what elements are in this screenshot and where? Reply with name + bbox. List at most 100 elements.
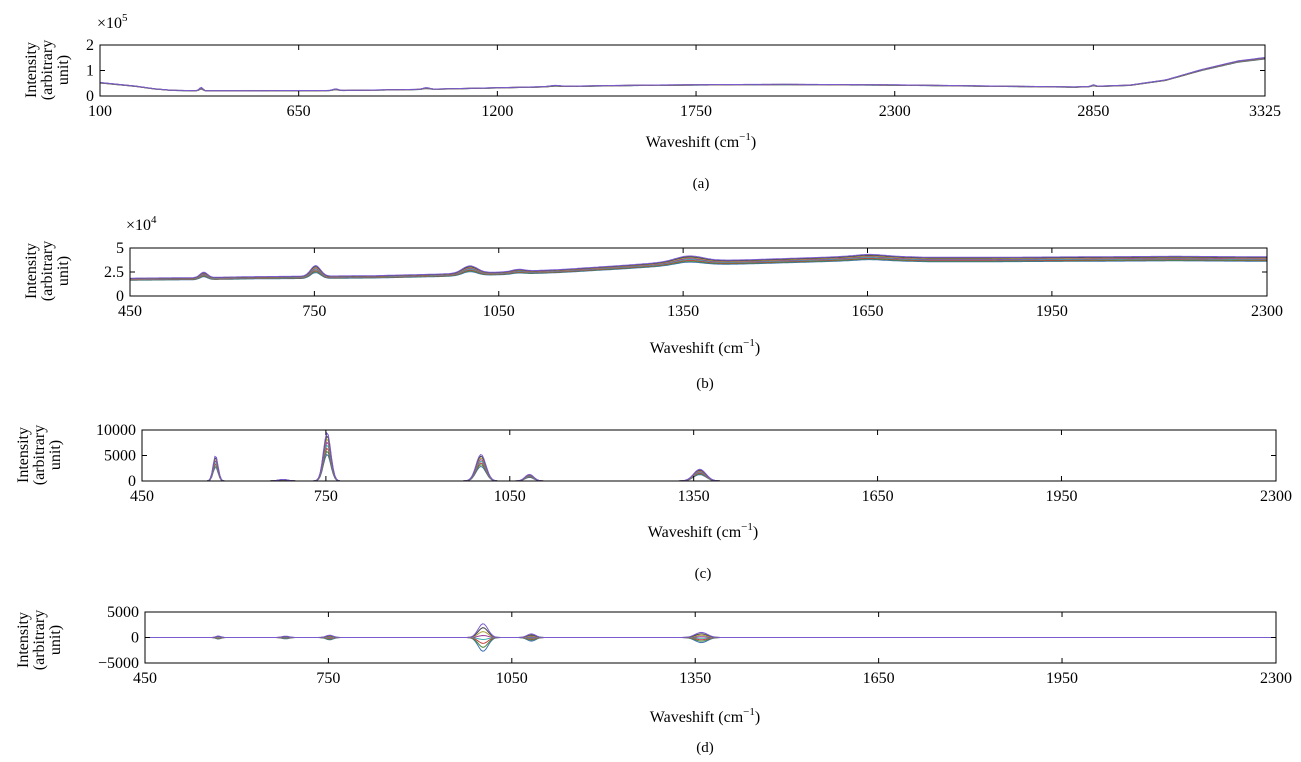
panel-a-xtick-label: 2850: [1077, 103, 1109, 120]
panel-c-series-3: [142, 447, 1276, 481]
panel-b-xtick-label: 1050: [483, 303, 515, 320]
panel-d-xtick-label: 1950: [1046, 670, 1078, 687]
panel-d-series-group: [145, 623, 1276, 652]
panel-b-ytick-label: 2.5: [104, 264, 124, 281]
panel-d-xtick-label: 1650: [863, 670, 895, 687]
panel-d-series-8: [145, 623, 1276, 638]
panel-a-caption: (a): [693, 176, 710, 192]
panel-a-xtick-label: 1750: [680, 103, 712, 120]
panel-a-ylabel: Intensity (arbitrary unit): [23, 40, 72, 100]
svg-text:(arbitrary: (arbitrary: [31, 425, 48, 485]
panel-c-series-8: [142, 431, 1276, 481]
panel-a-series-8: [100, 57, 1265, 92]
svg-text:(arbitrary: (arbitrary: [39, 40, 56, 100]
panel-b-series-6: [130, 255, 1267, 280]
panel-c-xtick-label: 1650: [862, 488, 894, 505]
panel-a-ytick-label: 2: [86, 37, 94, 54]
panel-b-xtick-label: 1650: [852, 303, 884, 320]
panel-b-xtick-label: 2300: [1251, 303, 1283, 320]
panel-b-series-7: [130, 254, 1267, 279]
panel-b: ×104 Intensity (arbitrary unit) 450 750 10…: [23, 214, 1283, 392]
panel-c-xtick-label: 1950: [1045, 488, 1077, 505]
panel-b-series-group: [130, 253, 1267, 281]
panel-d-xtick-label: 1050: [496, 670, 528, 687]
panel-b-series-4: [130, 256, 1267, 280]
panel-b-series-2: [130, 258, 1267, 281]
panel-d-plot: 450 750 1050 1350 1650 1950 2300 −5000 0 5000: [98, 604, 1292, 687]
panel-a-xlabel: Waveshift (cm−1): [646, 131, 756, 151]
svg-text:(arbitrary: (arbitrary: [39, 241, 56, 301]
panel-a: ×105 Intensity (arbitrary unit) 100 650 12…: [23, 12, 1281, 192]
panel-b-y-multiplier: ×104: [126, 214, 157, 234]
panel-c-ytick-label: 0: [128, 473, 136, 490]
panel-a-ytick-label: 1: [86, 63, 94, 80]
panel-c-series-4: [142, 444, 1276, 481]
panel-d-ylabel: Intensity (arbitrary unit): [15, 610, 64, 670]
panel-d-ytick-label: 0: [131, 630, 139, 647]
panel-c-frame: [141, 429, 1277, 482]
panel-d-xlabel: Waveshift (cm−1): [650, 706, 760, 726]
panel-b-xtick-label: 750: [302, 303, 326, 320]
svg-text:Intensity: Intensity: [23, 243, 40, 299]
svg-text:unit): unit): [47, 440, 64, 470]
svg-text:Intensity: Intensity: [15, 612, 32, 668]
panel-c-series-7: [142, 434, 1276, 481]
panel-a-plot: 100 650 1200 1750 2300 2850 3325 0 1 2: [86, 37, 1281, 120]
panel-d-xtick-label: 2300: [1260, 670, 1292, 687]
panel-d-series-1: [145, 637, 1276, 652]
panel-d-xtick-label: 450: [133, 670, 157, 687]
panel-a-xtick-label: 1200: [481, 103, 513, 120]
panel-c-ytick-label: 10000: [96, 422, 136, 439]
svg-text:(arbitrary: (arbitrary: [31, 610, 48, 670]
panel-b-series-5: [130, 256, 1267, 280]
panel-b-series-1: [130, 259, 1267, 281]
panel-c-xlabel: Waveshift (cm−1): [648, 521, 758, 541]
panel-a-ytick-label: 0: [86, 88, 94, 105]
panel-d-xtick-label: 750: [316, 670, 340, 687]
svg-text:unit): unit): [55, 55, 72, 85]
panel-b-xlabel: Waveshift (cm−1): [650, 337, 760, 357]
panel-d-xtick-label: 1350: [679, 670, 711, 687]
panel-c-series-5: [142, 441, 1276, 481]
panel-c-xtick-label: 2300: [1260, 488, 1292, 505]
svg-text:unit): unit): [55, 256, 72, 286]
panel-b-caption: (b): [696, 376, 714, 392]
panel-b-frame: [129, 247, 1268, 297]
panel-b-xtick-label: 1350: [667, 303, 699, 320]
panel-b-xtick-label: 450: [118, 303, 142, 320]
panel-b-ylabel: Intensity (arbitrary unit): [23, 241, 72, 301]
panel-c-plot: 450 750 1050 1350 1650 1950 2300 0 5000 10000: [96, 422, 1292, 505]
panel-a-y-multiplier: ×105: [97, 12, 128, 32]
panel-c-caption: (c): [695, 566, 712, 582]
panel-b-plot: 450 750 1050 1350 1650 1950 2300 0 2.5 5: [104, 240, 1283, 320]
panel-c-ytick-label: 5000: [104, 448, 136, 465]
panel-a-xtick-label: 2300: [879, 103, 911, 120]
panel-c: Intensity (arbitrary unit) 450 750 1050 135…: [15, 422, 1292, 582]
panel-c-xtick-label: 1050: [494, 488, 526, 505]
panel-d-ytick-label: −5000: [98, 655, 139, 672]
panel-b-ytick-label: 5: [116, 240, 124, 257]
svg-text:Intensity: Intensity: [15, 427, 32, 483]
panel-c-xtick-label: 1350: [678, 488, 710, 505]
panel-c-series-6: [142, 438, 1276, 481]
panel-d-series-2: [145, 637, 1276, 648]
panel-c-series-group: [142, 431, 1276, 481]
panel-d-caption: (d): [696, 740, 714, 756]
panel-c-xtick-label: 750: [314, 488, 338, 505]
panel-b-series-8: [130, 253, 1267, 279]
panel-a-xtick-label: 650: [287, 103, 311, 120]
panel-a-xtick-label: 3325: [1249, 103, 1281, 120]
panel-a-xtick-label: 100: [88, 103, 112, 120]
panel-a-frame: [99, 44, 1266, 97]
svg-text:unit): unit): [47, 625, 64, 655]
panel-b-ytick-label: 0: [116, 288, 124, 305]
panel-b-xtick-label: 1950: [1036, 303, 1068, 320]
panel-d-ytick-label: 5000: [107, 604, 139, 621]
panel-d-series-3: [145, 637, 1276, 644]
panel-d: Intensity (arbitrary unit) 450 750 1050 135…: [15, 604, 1292, 756]
panel-c-ylabel: Intensity (arbitrary unit): [15, 425, 64, 485]
panel-c-xtick-label: 450: [130, 488, 154, 505]
panel-a-series-group: [100, 57, 1265, 92]
panel-b-series-3: [130, 257, 1267, 281]
svg-text:Intensity: Intensity: [23, 42, 40, 98]
